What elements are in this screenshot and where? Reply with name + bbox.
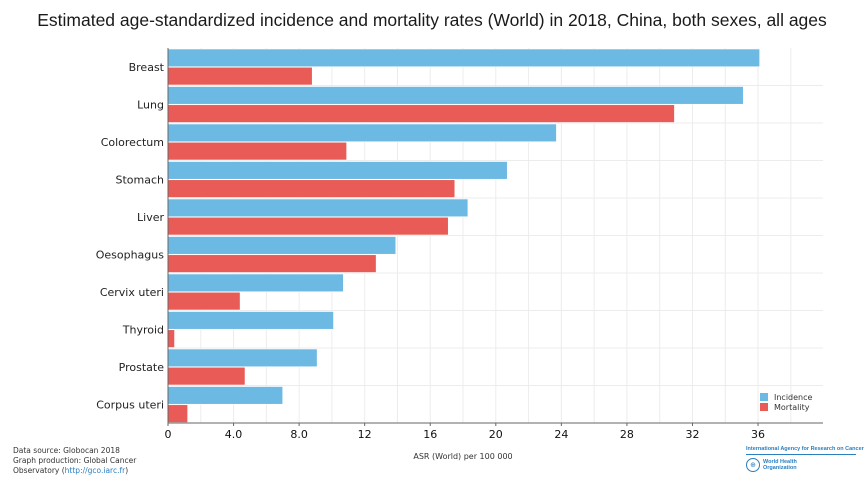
legend-swatch-incidence [760,393,768,401]
logos: International Agency for Research on Can… [746,446,864,472]
x-tick-label: 28 [620,428,634,441]
globe-icon: ⊕ [746,458,760,472]
x-tick-label: 24 [554,428,568,441]
graph-production: Graph production: Global Cancer [13,456,137,465]
observatory-suffix: ) [125,466,129,475]
bar-incidence-cervix-uteri [167,273,344,293]
x-tick-label: 8.0 [290,428,308,441]
category-labels: Breast Lung Colorectum Stomach Liver Oesophag… [96,61,165,412]
category-label: Colorectum [101,136,164,149]
x-axis-label: ASR (World) per 100 000 [413,452,513,461]
who-logo-text: World Health Organization [763,459,797,471]
observatory-line: Observatory (http://gco.iarc.fr) [13,466,136,476]
x-tick-label: 36 [751,428,765,441]
bar-mortality-breast [167,66,313,86]
category-label: Stomach [115,173,164,186]
iarc-logo: International Agency for Research on Can… [746,446,864,455]
bar-mortality-prostate [167,366,246,386]
bar-incidence-colorectum [167,123,557,143]
bar-mortality-corpus-uteri [167,404,188,423]
category-label: Liver [137,211,164,224]
bar-mortality-lung [167,104,675,123]
x-tick-label: 0 [165,428,172,441]
gco-link[interactable]: http://gco.iarc.fr [64,466,126,475]
x-ticks: 0 4.0 8.0 12 16 20 24 28 32 36 [165,423,765,441]
x-tick-label: 32 [685,428,699,441]
legend: Incidence Mortality [760,392,812,412]
bar-mortality-colorectum [167,141,347,161]
legend-item-incidence: Incidence [760,392,812,402]
bar-mortality-oesophagus [167,254,377,273]
x-tick-label: 20 [489,428,503,441]
legend-swatch-mortality [760,403,768,411]
bars [167,48,760,423]
category-label: Lung [137,98,164,111]
category-label: Corpus uteri [96,398,164,411]
category-label: Breast [129,61,165,74]
category-label: Prostate [119,361,165,374]
x-tick-label: 4.0 [225,428,243,441]
category-label: Oesophagus [96,248,165,261]
bar-incidence-liver [167,198,469,218]
legend-label-mortality: Mortality [774,402,810,412]
category-label: Cervix uteri [100,286,164,299]
bar-mortality-stomach [167,179,456,198]
bar-mortality-cervix-uteri [167,291,241,311]
x-tick-label: 12 [358,428,372,441]
bar-incidence-corpus-uteri [167,386,284,405]
x-tick-label: 16 [423,428,437,441]
legend-label-incidence: Incidence [774,392,813,402]
bar-incidence-breast [167,48,760,68]
category-label: Thyroid [122,323,164,336]
bar-incidence-lung [167,86,744,105]
legend-item-mortality: Mortality [760,402,812,412]
bar-mortality-liver [167,216,449,236]
bar-mortality-thyroid [167,329,175,348]
footer-credits: Data source: Globocan 2018 Graph product… [13,446,136,476]
chart-title: Estimated age-standardized incidence and… [37,10,827,30]
observatory-prefix: Observatory ( [13,466,65,475]
bar-incidence-prostate [167,348,318,368]
bar-incidence-thyroid [167,311,334,330]
data-source: Data source: Globocan 2018 [13,446,120,455]
who-logo: ⊕ World Health Organization [746,458,856,472]
bar-incidence-stomach [167,161,508,180]
bar-incidence-oesophagus [167,236,397,255]
